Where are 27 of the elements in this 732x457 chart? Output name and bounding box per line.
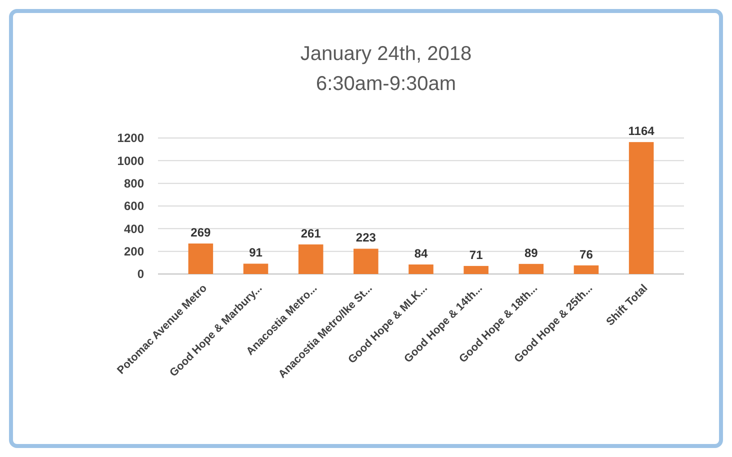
y-tick-label: 400 — [124, 222, 144, 236]
y-tick-label: 1000 — [117, 154, 144, 168]
bar — [354, 248, 378, 274]
bar — [243, 264, 268, 274]
data-label: 223 — [356, 230, 376, 245]
bar — [628, 142, 654, 274]
data-label: 76 — [580, 247, 594, 262]
bar — [408, 264, 434, 274]
y-tick-label: 600 — [124, 199, 144, 214]
data-label: 261 — [300, 226, 322, 240]
y-tick-label: 0 — [137, 267, 144, 282]
data-label: 91 — [249, 246, 263, 260]
y-tick-label: 1200 — [117, 131, 144, 146]
data-label: 89 — [524, 246, 538, 260]
bar — [464, 266, 488, 274]
bar — [298, 244, 324, 274]
data-label: 1164 — [628, 124, 655, 138]
chart-title: January 24th, 2018 — [300, 43, 472, 65]
bar — [518, 264, 544, 274]
y-tick-label: 200 — [124, 244, 144, 259]
bar — [188, 244, 214, 274]
data-label: 84 — [414, 246, 428, 260]
data-label: 71 — [469, 248, 484, 262]
y-tick-label: 800 — [124, 176, 144, 191]
data-label: 269 — [190, 226, 212, 240]
bar — [574, 265, 599, 274]
chart-subtitle: 6:30am-9:30am — [316, 73, 456, 95]
